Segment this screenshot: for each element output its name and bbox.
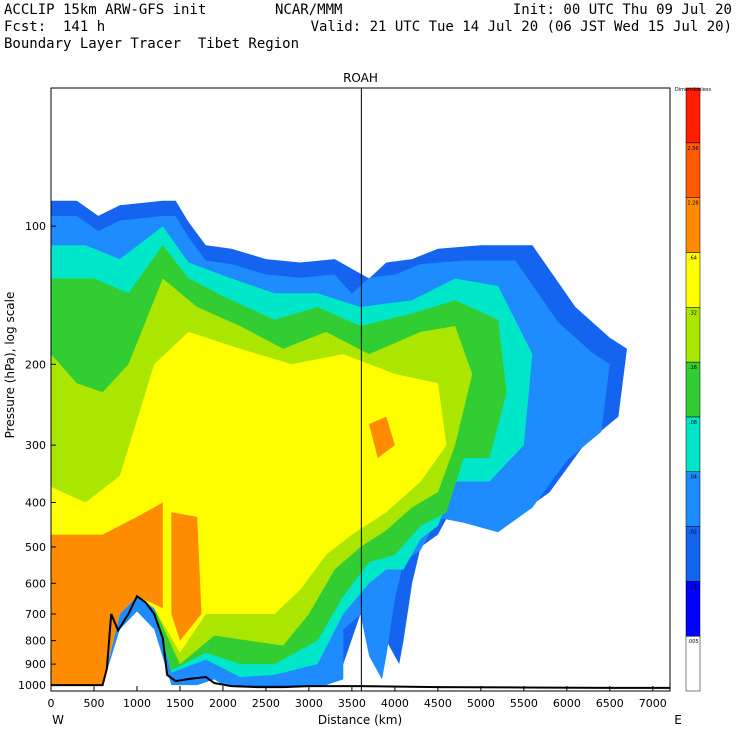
x-tick-label: 4500 [424,697,452,710]
chart-title: ROAH [343,71,378,85]
x-tick-label: 5000 [467,697,495,710]
x-tick-label: 7000 [639,697,667,710]
y-tick-label: 200 [25,358,46,371]
y-axis-ticks: 100 200 300 400 500 600 700 800 900 1000 [18,220,56,692]
x-tick-label: 1000 [123,697,151,710]
x-tick-label: 2000 [209,697,237,710]
x-tick-label: 2500 [252,697,280,710]
x-axis-title: Distance (km) [318,713,402,727]
colorbar-label: .32 [689,310,697,316]
x-tick-label: 0 [48,697,55,710]
header-line1-right: Init: 00 UTC Thu 09 Jul 20 [512,2,732,18]
y-tick-label: 100 [25,220,46,233]
colorbar-label: .005 [687,639,698,645]
colorbar-label: 1.28 [687,201,698,207]
colorbar-label: Dimensionless [675,87,712,93]
colorbar-swatch [685,87,701,144]
x-tick-label: 5500 [510,697,538,710]
header-line1-center: NCAR/MMM [275,2,343,18]
y-tick-label: 300 [25,439,46,452]
colorbar-label: .01 [689,584,697,590]
header-line2-right: Valid: 21 UTC Tue 14 Jul 20 (06 JST Wed … [310,19,732,35]
y-tick-label: 500 [25,541,46,554]
field-orange-core [171,512,202,641]
x-tick-label: 500 [83,697,104,710]
terrain-outline [51,594,670,689]
y-axis-title: Pressure (hPa), log scale [3,292,17,439]
x-tick-label: 6000 [553,697,581,710]
colorbar-label: .16 [689,365,697,371]
x-axis-ticks: 0 500 1000 1500 2000 2500 3000 3500 4000 4500 5000… [48,686,667,710]
plot-frame [50,87,671,692]
field-orange-patch [369,416,395,458]
west-end-label: W [52,713,64,727]
field-orange [51,502,163,686]
y-tick-label: 900 [25,658,46,671]
east-end-label: E [674,713,682,727]
tracer-field [51,200,627,688]
colorbar-label: .08 [689,420,697,426]
colorbar-label: .64 [689,255,697,261]
y-tick-label: 700 [25,608,46,621]
x-tick-label: 1500 [166,697,194,710]
header-line1-left: ACCLIP 15km ARW-GFS init [4,2,207,18]
colorbar-label: .02 [689,530,697,536]
x-tick-label: 4000 [381,697,409,710]
colorbar: .005 .01 .02 .04 .08 .16 .32 .64 1.28 2.56 Dimensi… [675,87,712,692]
x-tick-label: 3500 [338,697,366,710]
y-tick-label: 400 [25,496,46,509]
header-line2-left: Fcst: 141 h [4,19,106,35]
y-tick-label: 800 [25,635,46,648]
colorbar-label: 2.56 [687,146,698,152]
y-tick-label: 1000 [18,679,46,692]
y-tick-label: 600 [25,577,46,590]
colorbar-label: .04 [689,475,697,481]
x-tick-label: 6500 [596,697,624,710]
header-line3-left: Boundary Layer Tracer Tibet Region [4,36,300,52]
x-tick-label: 3000 [295,697,323,710]
